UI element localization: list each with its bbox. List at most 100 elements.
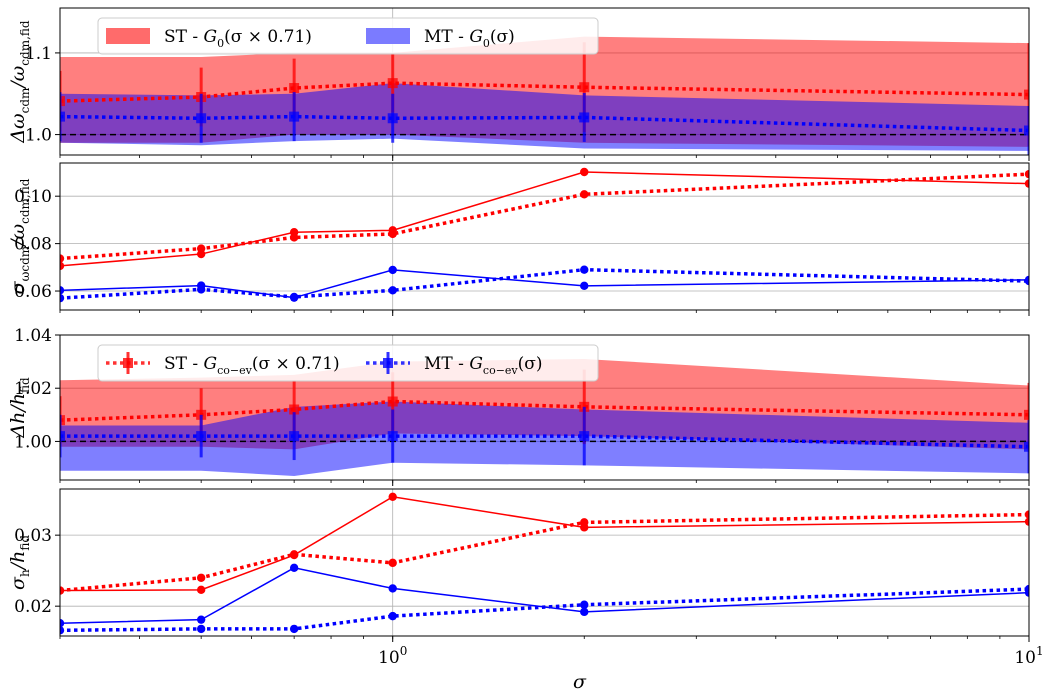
xtick-exp: 0: [400, 644, 408, 658]
ylabel-mid: /h: [7, 551, 29, 572]
data-point: [289, 233, 299, 242]
legend-box: [97, 344, 599, 382]
legend-label-func: G: [204, 354, 218, 374]
ytick-label: 0.08: [14, 235, 52, 255]
legend-label-arg: (σ): [490, 27, 515, 47]
data-marker: [387, 113, 398, 124]
y-axis-label: Δωcdm/ωcdm,fid: [7, 20, 32, 144]
data-point: [60, 626, 65, 635]
plot-area: [60, 163, 1029, 310]
data-point: [388, 584, 397, 593]
series-line: [60, 567, 1029, 624]
legend-swatch: [106, 28, 150, 44]
xtick-label: 100: [378, 644, 407, 668]
ytick-label: 0.06: [14, 282, 52, 302]
ylabel-main: Δω: [7, 113, 29, 143]
data-marker: [289, 431, 300, 442]
ytick-label: 1.00: [14, 432, 52, 452]
series-line: [60, 512, 1029, 593]
data-marker: [60, 111, 65, 122]
data-marker: [1024, 89, 1029, 100]
data-marker: [60, 431, 65, 442]
data-marker: [579, 82, 590, 93]
data-marker: [387, 431, 398, 442]
series-line: [60, 172, 1029, 261]
data-point: [60, 254, 65, 263]
legend-label-pre: ST -: [164, 354, 204, 374]
legend-label-func: G: [469, 27, 483, 47]
data-point: [388, 492, 397, 502]
data-marker: [289, 111, 300, 122]
ytick-label: 1.04: [14, 326, 52, 346]
data-marker: [387, 396, 398, 407]
data-point: [580, 518, 589, 527]
legend: ST - G0(σ × 0.71) MT - G0(σ): [97, 17, 599, 55]
legend-label: ST - Gco−ev(σ × 0.71): [164, 354, 340, 377]
axes-frame: [59, 7, 1030, 156]
data-point: [1024, 179, 1029, 188]
ylabel-main: Δh: [7, 412, 29, 439]
ytick-label: 0.03: [14, 526, 52, 546]
ylabel-sub2: fid: [18, 535, 32, 551]
data-point: [1024, 169, 1029, 179]
series-line: [60, 496, 1029, 592]
plot-area: [60, 489, 1029, 636]
data-point: [196, 624, 206, 634]
data-point: [580, 167, 589, 177]
ytick-label: 0.02: [14, 597, 52, 617]
series-line: [60, 171, 1029, 267]
legend-label-sub: 0: [217, 37, 224, 50]
ylabel-sub1: h: [18, 569, 32, 577]
data-point: [388, 265, 397, 275]
data-marker: [387, 78, 398, 89]
data-marker: [579, 112, 590, 123]
series-line: [60, 434, 1029, 449]
xtick-label: 101: [1014, 644, 1043, 668]
ytick-label: 1.1: [25, 44, 52, 64]
axes-frame: [59, 334, 1030, 481]
data-marker: [196, 431, 207, 442]
data-marker: [196, 113, 207, 124]
data-marker: [60, 96, 65, 107]
data-point: [60, 293, 65, 303]
legend-label: MT - G0(σ): [424, 27, 515, 50]
legend-label-arg: (σ): [518, 354, 543, 374]
data-point: [388, 611, 397, 621]
data-point: [388, 229, 397, 239]
data-marker: [289, 83, 300, 94]
data-point: [580, 190, 589, 199]
y-axis-label: σh/hfid: [7, 535, 32, 590]
xtick-exp: 1: [1036, 644, 1043, 658]
legend-label: MT - Gco−ev(σ): [424, 354, 543, 377]
data-point: [1024, 517, 1029, 526]
legend-swatch: [366, 28, 410, 44]
data-point: [580, 607, 589, 617]
data-point: [196, 244, 206, 253]
data-point: [196, 573, 206, 582]
legend-label-sub: co−ev: [217, 364, 253, 377]
plot-area: [60, 335, 1029, 480]
data-point: [1024, 510, 1029, 519]
ylabel-sub1: ωcdm: [18, 245, 32, 281]
legend-label-arg: (σ × 0.71): [252, 354, 340, 374]
axes-frame: [59, 162, 1030, 311]
ylabel-main: σ: [7, 576, 29, 590]
data-point: [580, 265, 589, 274]
legend-label-pre: MT -: [424, 354, 469, 374]
data-point: [60, 286, 65, 295]
legend-label-sub: 0: [483, 37, 490, 50]
data-point: [60, 619, 65, 628]
legend-label-pre: MT -: [424, 27, 469, 47]
series-line: [60, 269, 1029, 299]
data-marker: [579, 431, 590, 442]
ylabel-sub2: cdm,fid: [18, 20, 32, 66]
ytick-label: 1.02: [14, 379, 52, 399]
data-point: [196, 615, 206, 624]
data-point: [60, 586, 65, 595]
ylabel-main: σ: [7, 280, 29, 294]
data-point: [289, 563, 299, 573]
xtick-base: 10: [1014, 648, 1036, 668]
data-point: [196, 585, 206, 595]
